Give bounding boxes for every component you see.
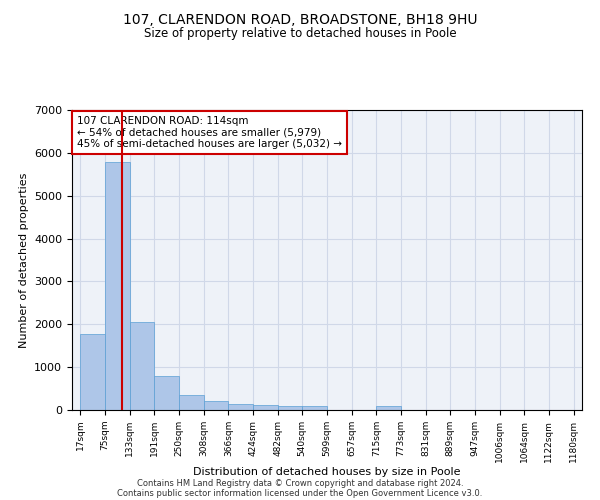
Bar [105,162,130,410]
Text: Size of property relative to detached houses in Poole: Size of property relative to detached ho… [143,28,457,40]
Bar [278,406,302,410]
Bar [179,396,204,410]
Bar [302,406,327,410]
Text: 107 CLARENDON ROAD: 114sqm
← 54% of detached houses are smaller (5,979)
45% of s: 107 CLARENDON ROAD: 114sqm ← 54% of deta… [77,116,342,149]
Bar [376,406,401,410]
Bar [253,406,278,410]
Text: 107, CLARENDON ROAD, BROADSTONE, BH18 9HU: 107, CLARENDON ROAD, BROADSTONE, BH18 9H… [123,12,477,26]
Bar [154,376,179,410]
Y-axis label: Number of detached properties: Number of detached properties [19,172,29,348]
Text: Contains public sector information licensed under the Open Government Licence v3: Contains public sector information licen… [118,488,482,498]
X-axis label: Distribution of detached houses by size in Poole: Distribution of detached houses by size … [193,468,461,477]
Bar [229,404,253,410]
Bar [80,334,105,410]
Text: Contains HM Land Registry data © Crown copyright and database right 2024.: Contains HM Land Registry data © Crown c… [137,478,463,488]
Bar [204,402,229,410]
Bar [130,322,154,410]
